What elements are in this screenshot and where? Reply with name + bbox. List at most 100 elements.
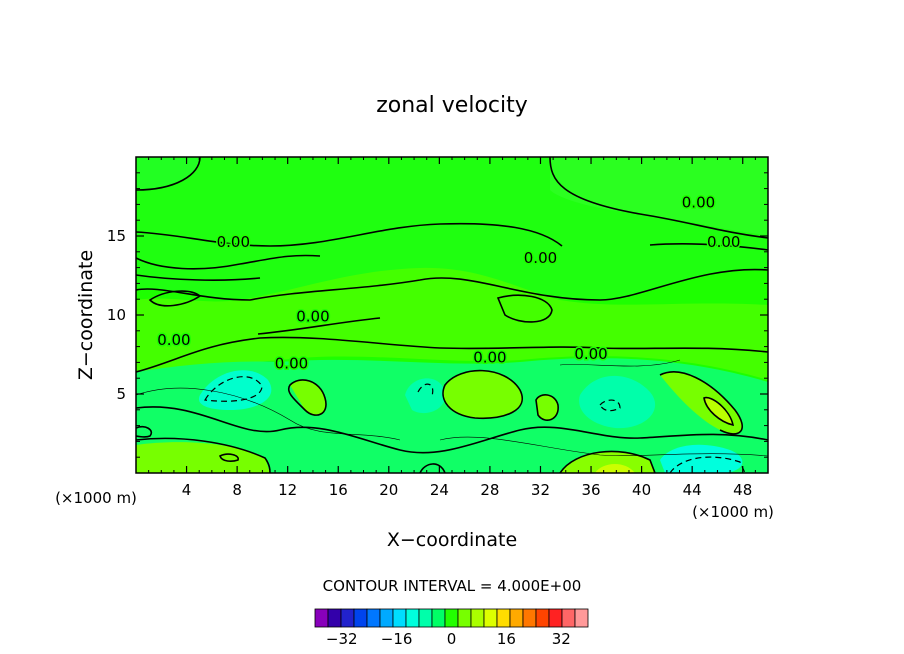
x-tick-label: 44 xyxy=(683,481,702,499)
contour-cell-cyan-2 xyxy=(579,375,656,429)
contour-line xyxy=(136,425,153,438)
contour-label: 0.00 xyxy=(157,331,190,349)
x-tick-label: 4 xyxy=(182,481,192,499)
colorbar-swatch xyxy=(405,608,420,628)
x-tick-label: 8 xyxy=(232,481,242,499)
contour-lines xyxy=(136,157,768,473)
colorbar-swatch xyxy=(444,608,459,628)
contour-band-middle xyxy=(136,267,768,380)
contour-line xyxy=(136,336,768,373)
contour-line xyxy=(257,317,381,335)
colorbar-tick-label: −16 xyxy=(381,630,413,648)
colorbar-swatch xyxy=(431,608,446,628)
contour-cell-yellow-8 xyxy=(704,397,733,425)
contour-cell-cyan-1 xyxy=(198,370,272,410)
contour-cell-yellow-2 xyxy=(290,379,326,416)
contour-label: 0.00 xyxy=(524,249,557,267)
x-tick-label: 24 xyxy=(430,481,449,499)
x-tick-label: 32 xyxy=(531,481,550,499)
contour-cell-cyan-4 xyxy=(660,444,743,473)
contour-line xyxy=(219,453,239,462)
colorbar-swatch xyxy=(522,608,537,628)
contour-cell-yellow-4 xyxy=(136,442,270,473)
contour-line xyxy=(439,436,768,457)
colorbar-swatch xyxy=(340,608,355,628)
contour-label: 0.00 xyxy=(296,307,329,325)
contour-label: 0.00 xyxy=(217,233,250,251)
contour-line xyxy=(136,274,261,281)
contour-line xyxy=(496,294,553,323)
contour-cell-yellow-1 xyxy=(443,370,523,419)
contour-band-top-left xyxy=(136,157,200,190)
contour-line xyxy=(599,399,621,412)
colorbar xyxy=(314,608,589,628)
y-axis-ticks: 5 10 15 xyxy=(107,172,768,458)
x-axis-label: X−coordinate xyxy=(387,529,517,551)
contour-line xyxy=(419,463,446,473)
contour-band-top-right xyxy=(550,157,768,235)
colorbar-tick-label: 32 xyxy=(552,630,571,648)
chart-title: zonal velocity xyxy=(376,93,528,118)
colorbar-tick-label: 16 xyxy=(497,630,516,648)
x-tick-label: 40 xyxy=(632,481,651,499)
colorbar-swatch xyxy=(509,608,524,628)
colorbar-swatch xyxy=(366,608,381,628)
contour-label: 0.00 xyxy=(682,194,715,212)
contour-label: 0.00 xyxy=(574,345,607,363)
contour-line xyxy=(703,396,735,427)
contour-line xyxy=(287,379,327,416)
colorbar-swatch xyxy=(327,608,342,628)
contour-line xyxy=(136,254,321,270)
contour-line xyxy=(669,456,746,473)
contour-line xyxy=(559,450,656,473)
contour-cell-yellow-7 xyxy=(536,394,559,421)
contour-cell-yellow-5 xyxy=(560,451,655,473)
x-tick-label: 12 xyxy=(278,481,297,499)
x-tick-label: 36 xyxy=(581,481,600,499)
contour-label: 0.00 xyxy=(473,348,506,366)
contour-line xyxy=(649,243,768,251)
colorbar-swatch xyxy=(379,608,394,628)
contour-cell-yellow-6 xyxy=(595,463,635,473)
colorbar-swatch xyxy=(314,608,329,628)
colorbar-tick-labels: −32 −16 0 16 32 xyxy=(326,630,571,648)
thin-contour-lines xyxy=(136,359,768,457)
negative-contour-lines xyxy=(204,376,746,473)
contour-line xyxy=(559,359,681,367)
contour-line xyxy=(136,387,401,441)
contour-line xyxy=(136,406,768,454)
colorbar-swatch xyxy=(561,608,576,628)
colorbar-swatch xyxy=(457,608,472,628)
contour-line xyxy=(148,290,202,307)
contour-line xyxy=(136,222,563,247)
contour-line xyxy=(204,376,263,402)
contour-line xyxy=(659,371,743,435)
colorbar-swatch xyxy=(535,608,550,628)
contour-line xyxy=(136,437,271,473)
x-unit-label-right: (×1000 m) xyxy=(692,503,774,521)
y-tick-label: 15 xyxy=(107,227,126,245)
colorbar-swatch xyxy=(483,608,498,628)
x-tick-label: 48 xyxy=(733,481,752,499)
contour-cell-cyan-3 xyxy=(405,378,446,414)
contour-label: 0.00 xyxy=(275,355,308,373)
colorbar-swatch xyxy=(418,608,433,628)
colorbar-swatch xyxy=(496,608,511,628)
contour-line xyxy=(136,157,201,191)
x-unit-label-left: (×1000 m) xyxy=(55,489,137,507)
colorbar-tick-label: 0 xyxy=(447,630,457,648)
contour-interval-text: CONTOUR INTERVAL = 4.000E+00 xyxy=(323,577,582,595)
x-tick-label: 28 xyxy=(480,481,499,499)
plot-area: 0.00 0.00 0.00 0.00 0.00 0.00 0.00 0.00 0.00 xyxy=(136,157,768,473)
contour-line xyxy=(136,268,768,301)
colorbar-swatch xyxy=(574,608,589,628)
y-tick-label: 5 xyxy=(116,385,126,403)
colorbar-swatch xyxy=(392,608,407,628)
x-axis-ticks: 4 8 12 16 20 24 28 32 36 40 44 48 xyxy=(148,157,756,499)
contour-line xyxy=(535,394,559,421)
x-tick-label: 20 xyxy=(379,481,398,499)
colorbar-swatch xyxy=(548,608,563,628)
contour-line xyxy=(442,369,523,420)
contour-line xyxy=(549,157,768,239)
